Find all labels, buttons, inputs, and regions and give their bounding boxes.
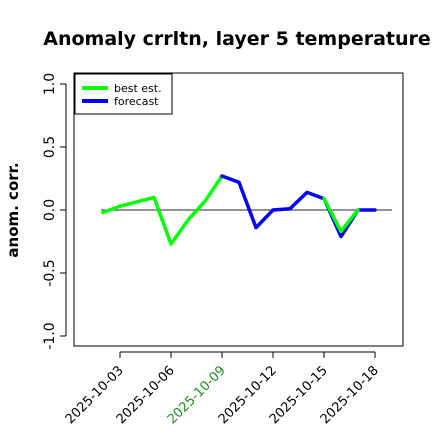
- legend-label: forecast: [114, 95, 159, 108]
- chart-title: Anomaly crrltn, layer 5 temperature: [43, 28, 431, 50]
- plot-frame: [73, 72, 404, 347]
- series-line-overlay-2: [322, 196, 360, 234]
- y-tick-label: -1.0: [42, 322, 58, 349]
- legend-box: [74, 73, 173, 115]
- legend: best est.forecast: [74, 73, 173, 115]
- series-line-forecast: [220, 174, 377, 239]
- series-line-best-est: [101, 174, 224, 246]
- y-tick-label: -0.5: [42, 259, 58, 286]
- legend-label: best est.: [114, 82, 162, 95]
- y-axis-label: anom. corr.: [4, 162, 22, 257]
- y-tick-label: 0.5: [42, 136, 58, 158]
- axes-layer: -1.0-0.50.00.51.02025-10-032025-10-06202…: [42, 73, 382, 427]
- y-tick-label: 0.0: [42, 199, 58, 221]
- series-layer: [101, 174, 392, 246]
- y-tick-label: 1.0: [42, 73, 58, 95]
